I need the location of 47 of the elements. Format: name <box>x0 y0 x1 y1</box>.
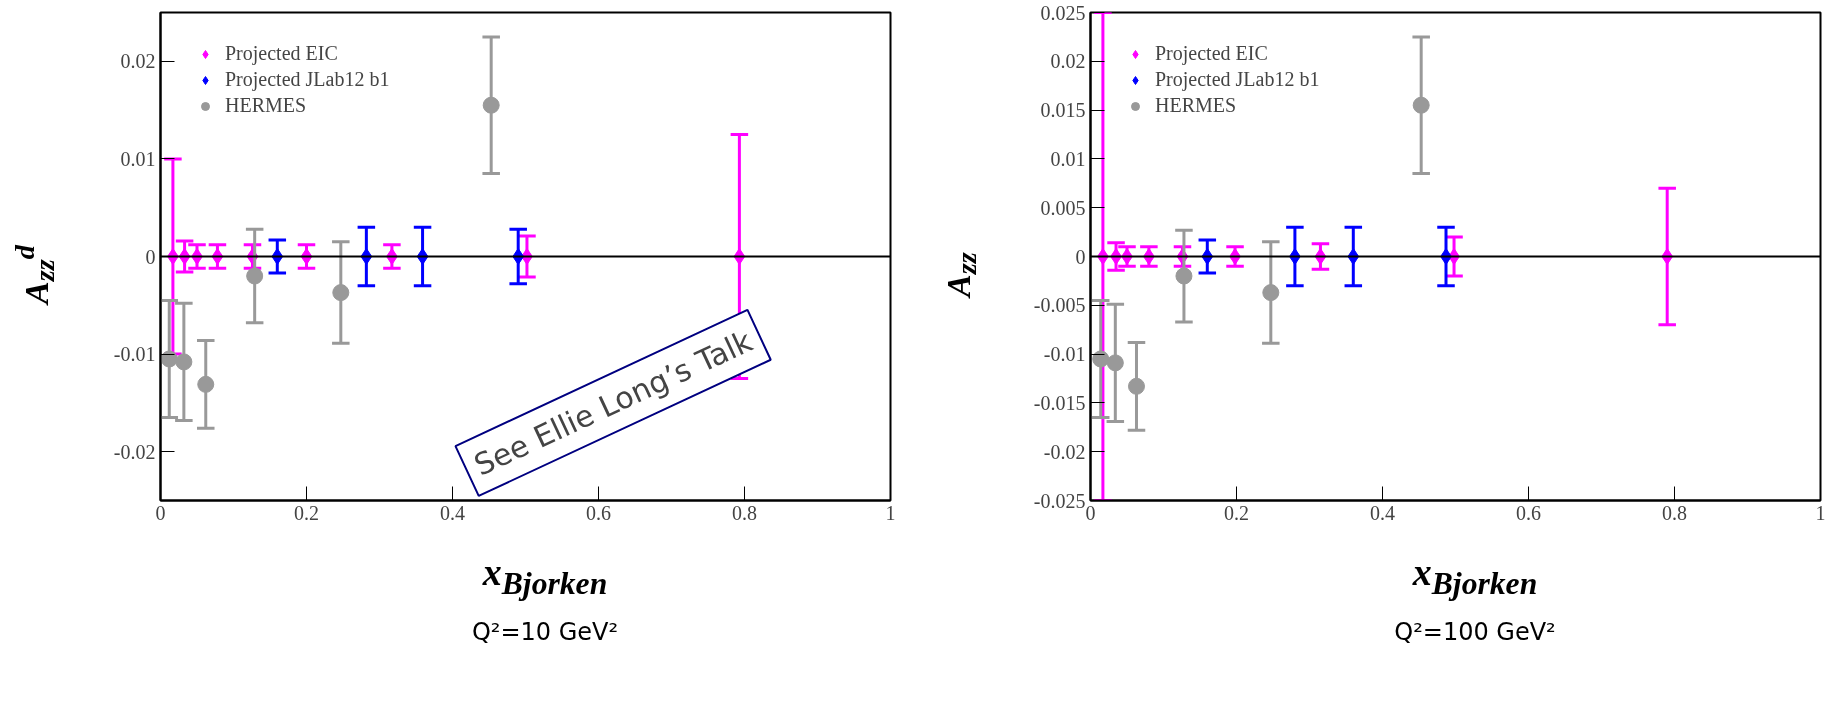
x-tick-label: 0.6 <box>586 501 611 524</box>
point <box>482 96 500 114</box>
point <box>1092 350 1110 368</box>
legend-label: HERMES <box>1155 94 1237 117</box>
point <box>175 353 193 371</box>
point <box>1412 96 1430 114</box>
x-tick-label: 0.6 <box>1516 501 1541 524</box>
x-tick-label: 0.4 <box>1370 501 1395 524</box>
y-tick-label: 0 <box>145 245 156 268</box>
y-tick-label: 0.02 <box>120 50 156 73</box>
x-tick-label: 0.4 <box>440 501 465 524</box>
y-tick-label: -0.025 <box>1033 489 1086 512</box>
text: Q²=100 GeV² <box>1394 617 1556 648</box>
legend-label: HERMES <box>225 94 307 117</box>
x-axis-title: x$_{Bjorken}$ <box>482 550 608 603</box>
y-tick-label: 0.01 <box>1050 147 1086 170</box>
x-tick-label: 0.8 <box>732 501 757 524</box>
y-tick-label: -0.02 <box>1043 440 1086 463</box>
legend-label: Projected JLab12 b1 <box>225 68 390 91</box>
x-tick-label: 0.2 <box>1224 501 1249 524</box>
y-tick-label: -0.01 <box>1043 343 1086 366</box>
y-tick-label: 0.02 <box>1050 50 1086 73</box>
x-tick-label: 1 <box>1815 501 1826 524</box>
y-tick-label: 0.015 <box>1040 99 1086 122</box>
y-tick-label: -0.02 <box>113 440 156 463</box>
point <box>1175 267 1193 285</box>
point <box>197 375 215 393</box>
point <box>246 267 264 285</box>
y-tick-label: 0.01 <box>120 147 156 170</box>
x-axis-title: x$_{Bjorken}$ <box>1412 550 1538 603</box>
x-tick-label: 1 <box>885 501 896 524</box>
y-tick-label: 0.025 <box>1040 1 1086 24</box>
point <box>332 284 350 302</box>
point <box>1262 284 1280 302</box>
y-tick-label: 0 <box>1075 245 1086 268</box>
legend-label: Projected EIC <box>1155 42 1268 65</box>
x-tick-label: 0.2 <box>294 501 319 524</box>
point <box>1106 354 1124 372</box>
text: Q²=10 GeV² <box>471 617 619 648</box>
legend-label: Projected EIC <box>225 42 338 65</box>
y-tick-label: 0.005 <box>1040 196 1086 219</box>
point <box>1127 377 1145 395</box>
x-tick-label: 0.8 <box>1662 501 1687 524</box>
y-tick-label: -0.01 <box>113 343 156 366</box>
y-tick-label: -0.015 <box>1033 391 1086 414</box>
y-tick-label: -0.005 <box>1033 294 1086 317</box>
legend-label: Projected JLab12 b1 <box>1155 68 1320 91</box>
